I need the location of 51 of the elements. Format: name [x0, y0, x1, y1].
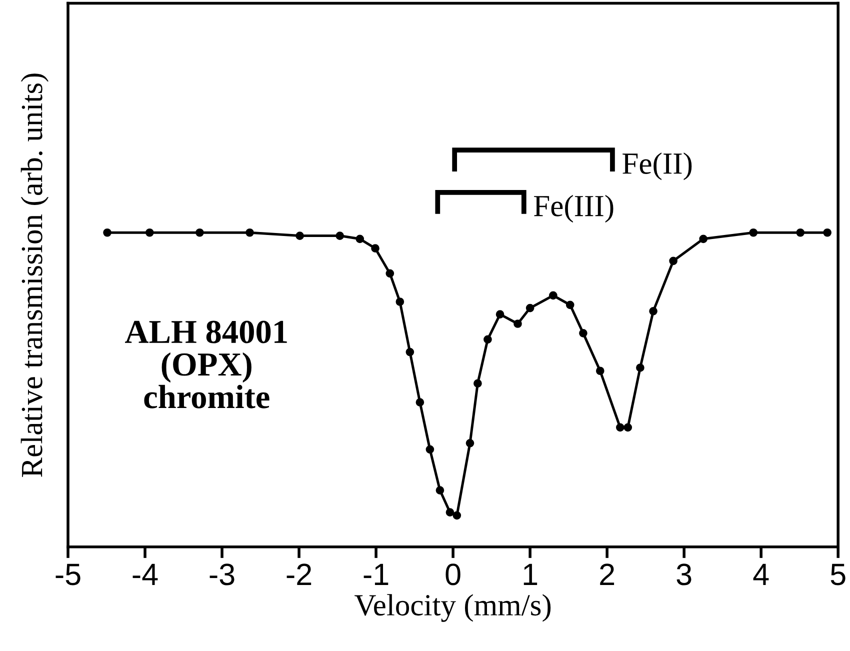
- x-axis-title: Velocity (mm/s): [354, 594, 551, 622]
- point: [336, 232, 344, 240]
- point: [452, 511, 462, 520]
- point: [566, 300, 574, 310]
- x-tick-label: -1: [364, 564, 388, 585]
- point: [484, 335, 492, 344]
- point: [514, 320, 522, 328]
- point: [699, 234, 708, 244]
- point: [145, 228, 154, 237]
- point: [649, 307, 658, 316]
- x-tick-label: -5: [56, 564, 80, 586]
- annotation: ALH 84001 (OPX) chromite: [124, 320, 287, 408]
- text: Fe(II): [622, 152, 692, 180]
- point: [749, 228, 758, 237]
- point: [356, 234, 364, 244]
- x-tick-label: -4: [132, 564, 158, 585]
- point: [416, 398, 424, 406]
- point: [426, 445, 434, 454]
- point: [396, 298, 404, 306]
- x-tick-label: 1: [524, 564, 538, 585]
- point: [526, 304, 534, 312]
- point: [103, 228, 112, 237]
- point: [823, 228, 832, 237]
- point: [196, 228, 204, 237]
- point: [624, 423, 632, 432]
- text: Fe(III): [534, 194, 614, 223]
- x-tick-label: -2: [286, 564, 312, 585]
- point: [548, 291, 558, 300]
- x-tick-label: -3: [210, 564, 234, 586]
- point: [474, 379, 482, 388]
- point: [436, 486, 444, 494]
- x-tick-label: 0: [446, 564, 460, 586]
- x-tick-label: 2: [600, 564, 614, 585]
- point: [296, 232, 304, 240]
- point: [669, 256, 678, 266]
- point: [371, 244, 380, 253]
- point: [596, 366, 604, 376]
- point: [579, 329, 588, 338]
- point: [386, 269, 394, 278]
- y-axis-title: Relative transmission (arb. units): [20, 74, 49, 477]
- point: [246, 228, 254, 237]
- x-tick-label: 4: [753, 564, 769, 585]
- point: [796, 228, 805, 237]
- x-tick-label: 3: [676, 564, 692, 586]
- point: [636, 364, 644, 372]
- point: [466, 438, 474, 448]
- point: [616, 423, 624, 432]
- point: [406, 348, 414, 356]
- point: [446, 508, 454, 516]
- x-tick-label: 5: [830, 564, 846, 586]
- point: [496, 310, 504, 318]
